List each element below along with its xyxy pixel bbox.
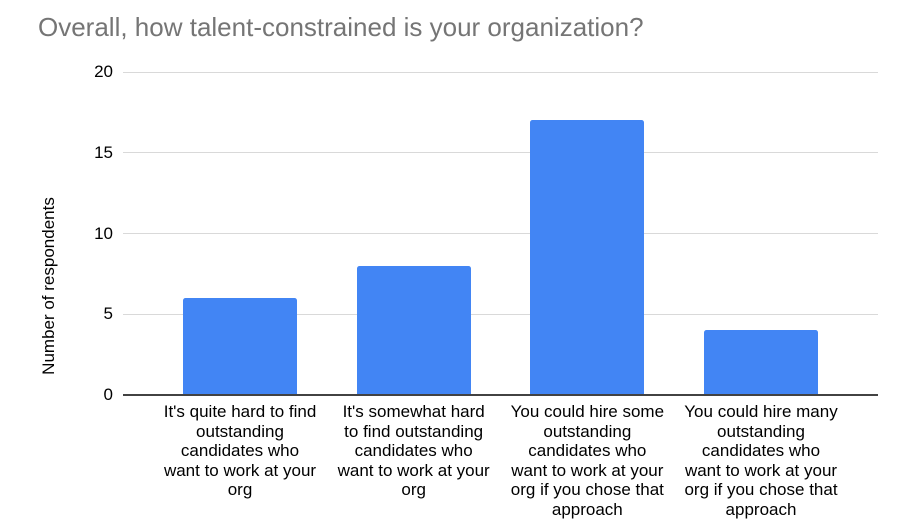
x-axis-category-labels: It's quite hard to find outstanding cand… (123, 402, 878, 527)
y-tick-label: 15 (94, 142, 113, 162)
chart-title: Overall, how talent-constrained is your … (38, 12, 644, 42)
x-category-label: It's somewhat hard to find outstanding c… (337, 402, 490, 499)
gridline (123, 71, 878, 73)
bar-3 (530, 120, 645, 395)
plot-area (123, 71, 878, 396)
x-category-label: You could hire many outstanding candidat… (684, 402, 838, 519)
x-category-label: You could hire some outstanding candidat… (510, 402, 665, 519)
y-tick-label: 0 (103, 385, 113, 404)
gridline (123, 233, 878, 234)
y-tick-label: 5 (103, 304, 113, 324)
bar-2 (356, 265, 471, 395)
gridline (123, 152, 878, 154)
bar-1 (183, 298, 297, 395)
bar-4 (704, 330, 818, 395)
y-tick-label: 20 (94, 62, 113, 81)
x-axis-baseline (123, 394, 878, 396)
x-category-label: It's quite hard to find outstanding cand… (163, 402, 317, 499)
y-tick-label: 10 (94, 223, 113, 243)
gridline (123, 313, 878, 315)
